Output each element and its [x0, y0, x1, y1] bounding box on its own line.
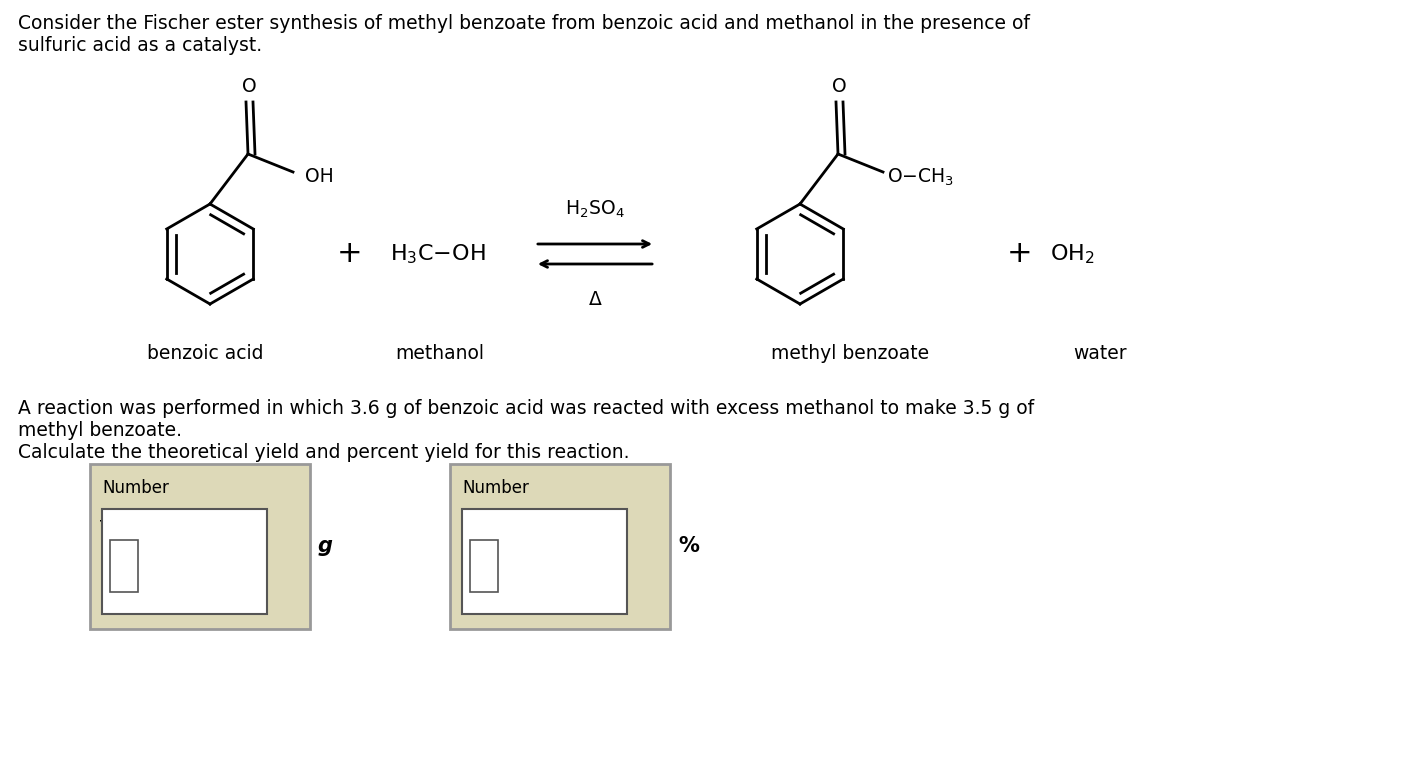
Bar: [102, 509, 267, 614]
Text: Number: Number: [462, 479, 529, 497]
Text: Number: Number: [102, 479, 169, 497]
Text: OH: OH: [304, 168, 334, 187]
Text: Δ: Δ: [589, 289, 602, 308]
Text: methanol: methanol: [395, 344, 485, 363]
Text: benzoic acid: benzoic acid: [146, 344, 263, 363]
Text: OH$_2$: OH$_2$: [1049, 242, 1095, 266]
Text: g: g: [319, 536, 333, 557]
Text: Theoretical yield: Theoretical yield: [100, 519, 256, 538]
Bar: [90, 464, 310, 629]
Text: A reaction was performed in which 3.6 g of benzoic acid was reacted with excess : A reaction was performed in which 3.6 g …: [18, 399, 1034, 462]
Text: Percent yield: Percent yield: [459, 519, 582, 538]
Bar: [462, 509, 627, 614]
Bar: [449, 464, 670, 629]
Text: Consider the Fischer ester synthesis of methyl benzoate from benzoic acid and me: Consider the Fischer ester synthesis of …: [18, 14, 1030, 55]
Text: H$_3$C$-$OH: H$_3$C$-$OH: [390, 242, 486, 266]
Text: water: water: [1074, 344, 1126, 363]
Text: methyl benzoate: methyl benzoate: [771, 344, 929, 363]
Text: %: %: [678, 536, 698, 557]
Text: O: O: [832, 78, 846, 96]
Text: +: +: [337, 239, 363, 268]
Text: O$-$CH$_3$: O$-$CH$_3$: [887, 166, 954, 187]
Bar: [471, 540, 498, 592]
Text: O: O: [242, 78, 256, 96]
Bar: [109, 540, 138, 592]
Text: H$_2$SO$_4$: H$_2$SO$_4$: [565, 198, 624, 220]
Text: +: +: [1007, 239, 1032, 268]
